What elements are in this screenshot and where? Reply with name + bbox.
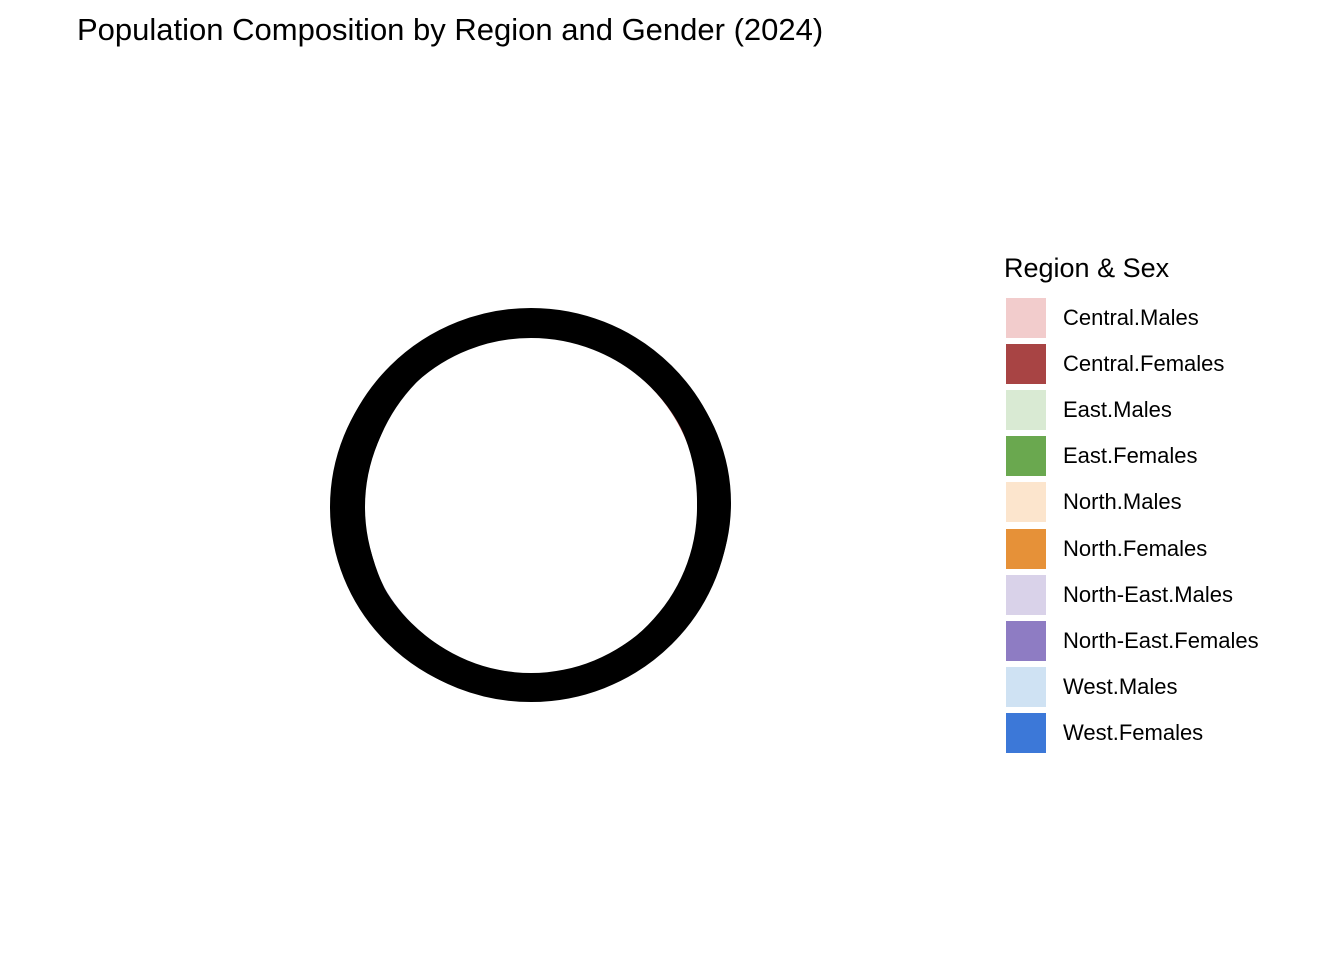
legend-key-swatch (1006, 390, 1046, 431)
legend-item: West.Females (1004, 710, 1259, 756)
legend-key-swatch (1006, 666, 1046, 707)
legend-item: Central.Females (1004, 341, 1259, 387)
legend-key-swatch (1006, 528, 1046, 569)
legend-item: North.Males (1004, 479, 1259, 525)
legend-item: Central.Males (1004, 295, 1259, 341)
legend: Region & Sex Central.Males Central.Female… (1004, 250, 1259, 756)
legend-label: North-East.Females (1063, 627, 1259, 653)
legend-label: East.Males (1063, 397, 1172, 423)
legend-item: North-East.Females (1004, 618, 1259, 664)
legend-item: North.Females (1004, 525, 1259, 571)
legend-label: West.Males (1063, 673, 1178, 699)
legend-key-swatch (1006, 436, 1046, 477)
legend-item: East.Females (1004, 433, 1259, 479)
legend-label: East.Females (1063, 443, 1198, 469)
legend-label: Central.Females (1063, 351, 1225, 377)
donut-hole (365, 341, 697, 673)
donut-ring (330, 308, 731, 702)
legend-title: Region & Sex (1004, 253, 1170, 283)
legend-items: Central.Males Central.Females East.Males Ea… (1004, 295, 1259, 756)
legend-item: West.Males (1004, 664, 1259, 710)
ring-outline (353, 320, 705, 684)
legend-item: North-East.Males (1004, 572, 1259, 618)
legend-label: North.Females (1063, 535, 1208, 561)
legend-item: East.Males (1004, 387, 1259, 433)
chart-title: Population Composition by Region and Gen… (77, 12, 824, 47)
legend-key-swatch (1006, 482, 1046, 523)
legend-key-swatch (1006, 574, 1046, 615)
legend-key-swatch (1006, 344, 1046, 385)
legend-label: Central.Males (1063, 305, 1199, 331)
legend-key-swatch (1006, 712, 1046, 753)
legend-key-swatch (1006, 620, 1046, 661)
legend-label: North-East.Males (1063, 581, 1233, 607)
legend-key-swatch (1006, 298, 1046, 339)
legend-label: North.Males (1063, 489, 1182, 515)
legend-label: West.Females (1063, 719, 1204, 745)
